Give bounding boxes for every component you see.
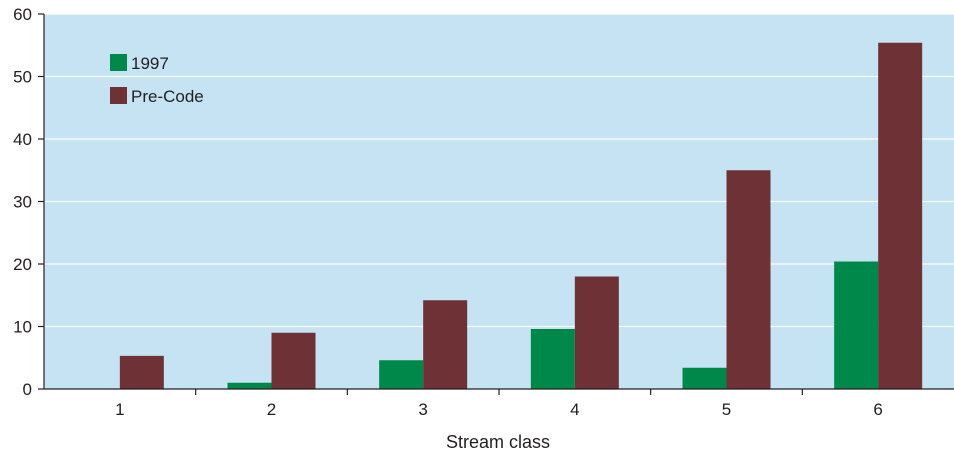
bar [227,382,272,389]
legend-swatch [110,87,127,104]
bar [878,42,923,389]
x-tick-label: 2 [267,400,276,419]
bar [726,170,771,389]
bar [530,329,575,389]
x-tick-label: 4 [570,400,579,419]
legend-label: Pre-Code [131,87,204,106]
bar [423,300,468,389]
bar [834,261,879,389]
x-axis-title: Stream class [446,432,550,452]
y-tick-label: 20 [13,255,32,274]
x-tick-label: 6 [873,400,882,419]
y-axis-ticks: 0 10 20 30 40 50 60 [13,5,44,399]
y-tick-label: 60 [13,5,32,24]
bars [119,42,923,389]
bar [379,360,424,389]
bar [271,332,316,389]
legend-label: 1997 [131,54,169,73]
y-tick-label: 40 [13,130,32,149]
y-tick-label: 30 [13,193,32,212]
y-tick-label: 50 [13,68,32,87]
x-axis-ticks: 1 2 3 4 5 6 [115,389,883,419]
y-tick-label: 10 [13,318,32,337]
bar [682,367,727,389]
x-tick-label: 1 [115,400,124,419]
x-tick-label: 5 [722,400,731,419]
y-tick-label: 0 [23,380,32,399]
bar [119,355,164,389]
bar [574,276,619,389]
x-tick-label: 3 [418,400,427,419]
legend-swatch [110,54,127,71]
gridlines [44,13,954,328]
legend: 1997 Pre-Code [110,54,204,106]
